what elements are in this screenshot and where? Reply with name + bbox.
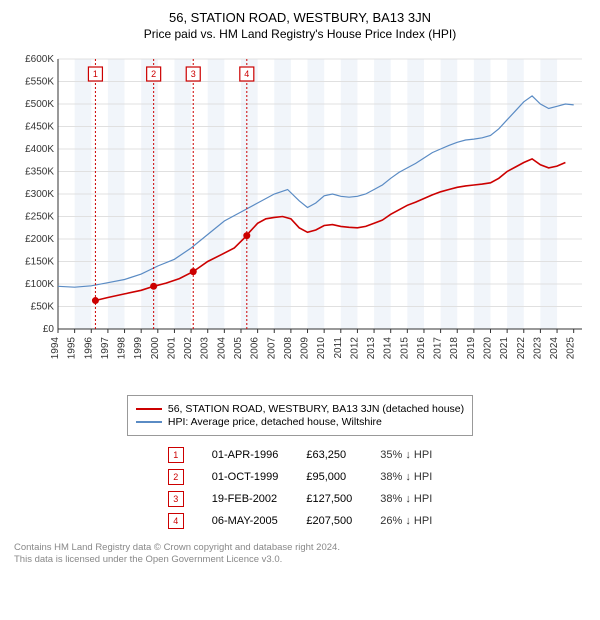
svg-text:2002: 2002 — [183, 337, 194, 360]
sale-marker-box: 4 — [168, 513, 184, 529]
sale-marker-box: 2 — [168, 469, 184, 485]
svg-text:1999: 1999 — [133, 337, 144, 360]
svg-text:2019: 2019 — [466, 337, 477, 360]
legend-label-price: 56, STATION ROAD, WESTBURY, BA13 3JN (de… — [168, 403, 464, 415]
svg-text:£250K: £250K — [25, 212, 54, 223]
svg-text:£50K: £50K — [31, 302, 55, 313]
svg-text:1994: 1994 — [50, 337, 61, 360]
sale-date: 06-MAY-2005 — [198, 510, 293, 532]
legend-row-price: 56, STATION ROAD, WESTBURY, BA13 3JN (de… — [136, 403, 464, 415]
legend-swatch-hpi — [136, 421, 162, 423]
svg-text:£550K: £550K — [25, 77, 54, 88]
svg-text:£600K: £600K — [25, 54, 54, 65]
chart-svg: £0 £50K £100K £150K £200K £250K £300K £350K £400… — [10, 49, 590, 389]
svg-text:£400K: £400K — [25, 144, 54, 155]
chart: £0 £50K £100K £150K £200K £250K £300K £350K £400… — [10, 49, 590, 389]
svg-text:2025: 2025 — [566, 337, 577, 360]
svg-text:£150K: £150K — [25, 257, 54, 268]
svg-text:2: 2 — [151, 69, 156, 79]
svg-text:1996: 1996 — [83, 337, 94, 360]
svg-text:2020: 2020 — [483, 337, 494, 360]
svg-text:4: 4 — [244, 69, 249, 79]
svg-text:1995: 1995 — [67, 337, 78, 360]
sale-delta: 38% ↓ HPI — [366, 488, 446, 510]
svg-text:2000: 2000 — [150, 337, 161, 360]
legend: 56, STATION ROAD, WESTBURY, BA13 3JN (de… — [127, 395, 473, 436]
sale-delta: 26% ↓ HPI — [366, 510, 446, 532]
svg-text:£200K: £200K — [25, 234, 54, 245]
footer: Contains HM Land Registry data © Crown c… — [14, 542, 586, 567]
footer-line-1: Contains HM Land Registry data © Crown c… — [14, 542, 586, 554]
svg-text:3: 3 — [191, 69, 196, 79]
sale-marker-box: 3 — [168, 491, 184, 507]
page-subtitle: Price paid vs. HM Land Registry's House … — [10, 27, 590, 41]
legend-row-hpi: HPI: Average price, detached house, Wilt… — [136, 416, 464, 428]
svg-text:1997: 1997 — [100, 337, 111, 360]
sale-marker-box: 1 — [168, 447, 184, 463]
svg-text:2007: 2007 — [266, 337, 277, 360]
svg-text:£500K: £500K — [25, 99, 54, 110]
sale-date: 01-OCT-1999 — [198, 466, 293, 488]
footer-line-2: This data is licensed under the Open Gov… — [14, 554, 586, 566]
svg-text:2024: 2024 — [549, 337, 560, 360]
svg-text:2018: 2018 — [449, 337, 460, 360]
svg-text:2017: 2017 — [433, 337, 444, 360]
page-root: 56, STATION ROAD, WESTBURY, BA13 3JN Pri… — [0, 0, 600, 573]
page-title: 56, STATION ROAD, WESTBURY, BA13 3JN — [10, 10, 590, 25]
sales-row: 2 01-OCT-1999£95,00038% ↓ HPI — [154, 466, 447, 488]
svg-text:£350K: £350K — [25, 167, 54, 178]
svg-text:2004: 2004 — [216, 337, 227, 360]
sales-row: 4 06-MAY-2005£207,50026% ↓ HPI — [154, 510, 447, 532]
sale-price: £63,250 — [292, 444, 366, 466]
sale-price: £207,500 — [292, 510, 366, 532]
sale-date: 01-APR-1996 — [198, 444, 293, 466]
svg-text:2022: 2022 — [516, 337, 527, 360]
sale-delta: 38% ↓ HPI — [366, 466, 446, 488]
svg-text:2010: 2010 — [316, 337, 327, 360]
svg-text:2021: 2021 — [499, 337, 510, 360]
svg-text:2009: 2009 — [300, 337, 311, 360]
sales-table: 1 01-APR-1996£63,25035% ↓ HPI 2 01-OCT-1999… — [154, 444, 447, 532]
sales-row: 3 19-FEB-2002£127,50038% ↓ HPI — [154, 488, 447, 510]
svg-text:2008: 2008 — [283, 337, 294, 360]
svg-text:£0: £0 — [43, 324, 55, 335]
svg-text:£300K: £300K — [25, 189, 54, 200]
svg-text:2015: 2015 — [399, 337, 410, 360]
svg-text:1: 1 — [93, 69, 98, 79]
sale-price: £127,500 — [292, 488, 366, 510]
svg-text:£450K: £450K — [25, 122, 54, 133]
svg-text:2001: 2001 — [166, 337, 177, 360]
svg-text:1998: 1998 — [117, 337, 128, 360]
svg-text:2006: 2006 — [250, 337, 261, 360]
sale-delta: 35% ↓ HPI — [366, 444, 446, 466]
legend-label-hpi: HPI: Average price, detached house, Wilt… — [168, 416, 382, 428]
sales-row: 1 01-APR-1996£63,25035% ↓ HPI — [154, 444, 447, 466]
svg-text:2016: 2016 — [416, 337, 427, 360]
legend-swatch-price — [136, 408, 162, 410]
svg-text:2012: 2012 — [349, 337, 360, 360]
sale-date: 19-FEB-2002 — [198, 488, 293, 510]
svg-text:2011: 2011 — [333, 337, 344, 359]
sale-price: £95,000 — [292, 466, 366, 488]
svg-text:2013: 2013 — [366, 337, 377, 360]
svg-text:2023: 2023 — [532, 337, 543, 360]
svg-text:2005: 2005 — [233, 337, 244, 360]
svg-text:2003: 2003 — [200, 337, 211, 360]
svg-text:2014: 2014 — [383, 337, 394, 360]
svg-text:£100K: £100K — [25, 279, 54, 290]
